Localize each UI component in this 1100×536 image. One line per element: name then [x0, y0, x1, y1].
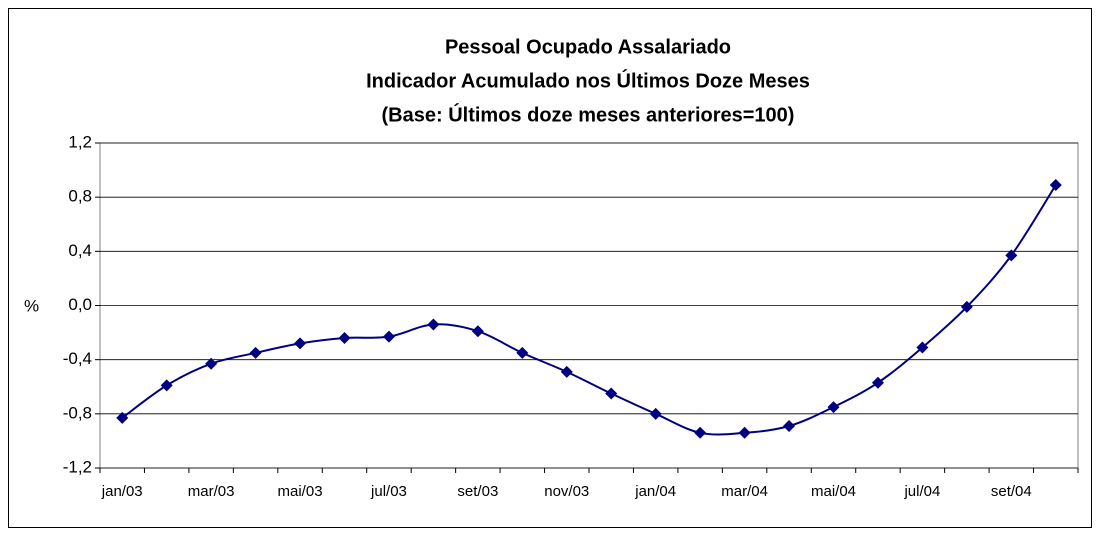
- x-tick-label: jan/04: [634, 483, 676, 500]
- y-tick-label: -0,8: [63, 403, 92, 422]
- x-tick-label: set/04: [991, 483, 1032, 500]
- marker: [738, 426, 751, 439]
- marker: [249, 346, 262, 359]
- marker: [560, 365, 573, 378]
- x-tick-label: mai/03: [278, 483, 323, 500]
- marker: [694, 426, 707, 439]
- marker: [294, 337, 307, 350]
- x-tick-label: jul/04: [903, 483, 940, 500]
- y-tick-label: 0,4: [68, 241, 92, 260]
- marker: [338, 332, 351, 344]
- x-tick-label: mai/04: [811, 483, 856, 500]
- marker: [382, 330, 395, 343]
- marker: [516, 346, 529, 359]
- y-tick-label: 0,8: [68, 187, 92, 206]
- y-tick-label: 0,0: [68, 295, 92, 314]
- marker: [783, 420, 796, 433]
- y-tick-label: -1,2: [63, 457, 92, 476]
- marker: [471, 325, 484, 338]
- y-tick-label: 1,2: [68, 132, 92, 151]
- chart-title: (Base: Últimos doze meses anteriores=100…: [382, 102, 795, 126]
- marker: [1005, 249, 1018, 262]
- marker: [1049, 178, 1062, 191]
- chart-title: Pessoal Ocupado Assalariado: [445, 36, 731, 58]
- x-tick-label: set/03: [457, 483, 498, 500]
- marker: [960, 300, 973, 313]
- marker: [649, 407, 662, 420]
- x-tick-label: mar/04: [721, 483, 768, 500]
- marker: [427, 318, 440, 331]
- x-tick-label: jan/03: [101, 483, 143, 500]
- marker: [916, 341, 929, 354]
- line: [121, 184, 1057, 436]
- marker: [160, 379, 173, 392]
- marker: [827, 401, 840, 414]
- y-tick-label: -0,4: [63, 349, 92, 368]
- x-tick-label: mar/03: [188, 483, 235, 500]
- marker: [116, 411, 129, 424]
- x-tick-label: jul/03: [370, 483, 407, 500]
- y-axis-label: %: [24, 296, 39, 315]
- x-tick-label: nov/03: [544, 483, 589, 500]
- marker: [605, 387, 618, 400]
- marker: [871, 376, 884, 389]
- marker: [205, 357, 218, 370]
- chart-title: Indicador Acumulado nos Últimos Doze Mes…: [366, 68, 810, 92]
